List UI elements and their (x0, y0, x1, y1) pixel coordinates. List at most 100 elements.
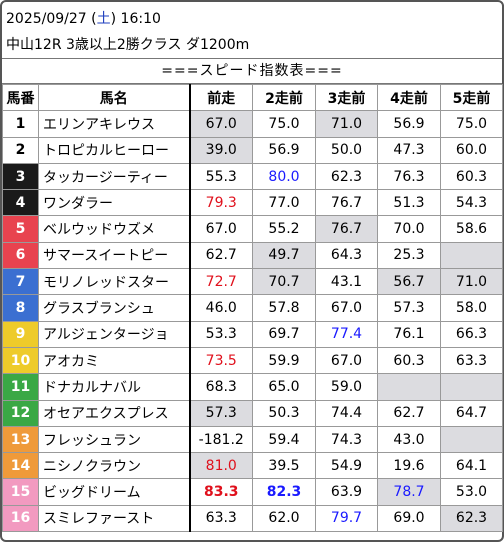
speed-index-3-races-ago: 74.4 (315, 399, 378, 427)
speed-index-4-races-ago: 70.0 (377, 215, 441, 243)
speed-index-last-race: 55.3 (189, 162, 253, 191)
col-header-2-races-ago: 2走前 (252, 83, 316, 112)
race-info: 中山12R 3歳以上2勝クラス ダ1200m (6, 37, 250, 53)
table-title: ===スピード指数表=== (2, 58, 502, 84)
table-row: 10 アオカミ 73.5 59.9 67.0 60.3 63.3 (2, 346, 503, 375)
horse-name-cell: ビッグドリーム (38, 478, 191, 506)
race-time: 16:10 (116, 11, 161, 27)
speed-index-last-race: 81.0 (189, 452, 253, 480)
speed-index-4-races-ago (377, 373, 441, 401)
table-row: 5 ベルウッドウズメ 67.0 55.2 76.7 70.0 58.6 (2, 215, 503, 243)
col-header-5-races-ago: 5走前 (440, 83, 503, 112)
weekday-close: ) (110, 11, 117, 27)
speed-index-last-race: 73.5 (189, 346, 253, 375)
speed-index-5-races-ago: 66.3 (440, 320, 503, 348)
speed-index-5-races-ago: 53.0 (440, 478, 503, 506)
speed-index-4-races-ago: 78.7 (377, 478, 441, 506)
speed-index-3-races-ago: 43.1 (315, 268, 378, 296)
speed-index-2-races-ago: 69.7 (252, 320, 316, 348)
speed-index-4-races-ago: 76.3 (377, 162, 441, 191)
speed-index-4-races-ago: 56.7 (377, 268, 441, 296)
speed-index-5-races-ago (440, 373, 503, 401)
horse-name-cell: フレッシュラン (38, 425, 191, 454)
speed-index-2-races-ago: 55.2 (252, 215, 316, 243)
col-header-number: 馬番 (2, 83, 39, 112)
race-weekday: 土 (96, 11, 111, 27)
speed-index-last-race: 53.3 (189, 320, 253, 348)
table-row: 12 オセアエクスプレス 57.3 50.3 74.4 62.7 64.7 (2, 399, 503, 427)
speed-index-2-races-ago: 80.0 (252, 162, 316, 191)
horse-number-cell: 13 (2, 425, 39, 454)
horse-name-cell: ニシノクラウン (38, 452, 191, 480)
horse-name-cell: ワンダラー (38, 189, 191, 217)
speed-index-5-races-ago: 60.3 (440, 162, 503, 191)
speed-index-5-races-ago: 58.6 (440, 215, 503, 243)
speed-index-4-races-ago: 47.3 (377, 136, 441, 164)
speed-index-last-race: 68.3 (189, 373, 253, 401)
table-row: 9 アルジェンタージョ 53.3 69.7 77.4 76.1 66.3 (2, 320, 503, 348)
speed-index-last-race: -181.2 (189, 425, 253, 454)
speed-index-4-races-ago: 43.0 (377, 425, 441, 454)
speed-index-3-races-ago: 79.7 (315, 504, 378, 533)
speed-index-last-race: 67.0 (189, 110, 253, 138)
horse-name-cell: エリンアキレウス (38, 110, 191, 138)
table-row: 3 タッカージーティー 55.3 80.0 62.3 76.3 60.3 (2, 162, 503, 191)
speed-index-5-races-ago (440, 425, 503, 454)
speed-index-2-races-ago: 59.9 (252, 346, 316, 375)
speed-index-4-races-ago: 25.3 (377, 241, 441, 270)
speed-index-3-races-ago: 67.0 (315, 346, 378, 375)
speed-index-3-races-ago: 54.9 (315, 452, 378, 480)
table-row: 1 エリンアキレウス 67.0 75.0 71.0 56.9 75.0 (2, 110, 503, 138)
speed-index-2-races-ago: 70.7 (252, 268, 316, 296)
speed-index-2-races-ago: 39.5 (252, 452, 316, 480)
table-row: 13 フレッシュラン -181.2 59.4 74.3 43.0 (2, 425, 503, 454)
horse-name-cell: アルジェンタージョ (38, 320, 191, 348)
horse-name-cell: ベルウッドウズメ (38, 215, 191, 243)
speed-index-3-races-ago: 62.3 (315, 162, 378, 191)
speed-index-last-race: 63.3 (189, 504, 253, 533)
speed-index-last-race: 83.3 (189, 478, 253, 506)
horse-number-cell: 2 (2, 136, 39, 164)
speed-index-last-race: 39.0 (189, 136, 253, 164)
speed-index-3-races-ago: 63.9 (315, 478, 378, 506)
speed-index-3-races-ago: 59.0 (315, 373, 378, 401)
speed-index-3-races-ago: 67.0 (315, 294, 378, 322)
speed-index-4-races-ago: 60.3 (377, 346, 441, 375)
speed-index-5-races-ago: 54.3 (440, 189, 503, 217)
speed-index-3-races-ago: 76.7 (315, 189, 378, 217)
race-datetime: 2025/09/27 (土) 16:10 (6, 8, 161, 28)
speed-index-5-races-ago: 71.0 (440, 268, 503, 296)
speed-index-2-races-ago: 57.8 (252, 294, 316, 322)
col-header-4-races-ago: 4走前 (377, 83, 441, 112)
speed-index-2-races-ago: 77.0 (252, 189, 316, 217)
speed-index-5-races-ago: 64.7 (440, 399, 503, 427)
horse-number-cell: 1 (2, 110, 39, 138)
speed-index-4-races-ago: 56.9 (377, 110, 441, 138)
table-row: 7 モリノレッドスター 72.7 70.7 43.1 56.7 71.0 (2, 268, 503, 296)
speed-index-5-races-ago: 75.0 (440, 110, 503, 138)
horse-number-cell: 10 (2, 346, 39, 375)
horse-name-cell: トロピカルヒーロー (38, 136, 191, 164)
speed-index-4-races-ago: 62.7 (377, 399, 441, 427)
speed-index-last-race: 46.0 (189, 294, 253, 322)
horse-number-cell: 14 (2, 452, 39, 480)
speed-index-2-races-ago: 50.3 (252, 399, 316, 427)
weekday-open: ( (86, 11, 97, 27)
speed-index-4-races-ago: 57.3 (377, 294, 441, 322)
speed-index-2-races-ago: 49.7 (252, 241, 316, 270)
speed-index-5-races-ago: 64.1 (440, 452, 503, 480)
speed-index-last-race: 79.3 (189, 189, 253, 217)
table-row: 15 ビッグドリーム 83.3 82.3 63.9 78.7 53.0 (2, 478, 503, 506)
speed-index-2-races-ago: 82.3 (252, 478, 316, 506)
table-row: 11 ドナカルナバル 68.3 65.0 59.0 (2, 373, 503, 401)
col-header-last-race: 前走 (189, 83, 253, 112)
table-row: 16 スミレファースト 63.3 62.0 79.7 69.0 62.3 (2, 504, 503, 533)
col-header-horse-name: 馬名 (38, 83, 191, 112)
horse-name-cell: モリノレッドスター (38, 268, 191, 296)
col-header-3-races-ago: 3走前 (315, 83, 378, 112)
horse-number-cell: 12 (2, 399, 39, 427)
speed-index-2-races-ago: 56.9 (252, 136, 316, 164)
speed-index-last-race: 57.3 (189, 399, 253, 427)
speed-index-4-races-ago: 51.3 (377, 189, 441, 217)
